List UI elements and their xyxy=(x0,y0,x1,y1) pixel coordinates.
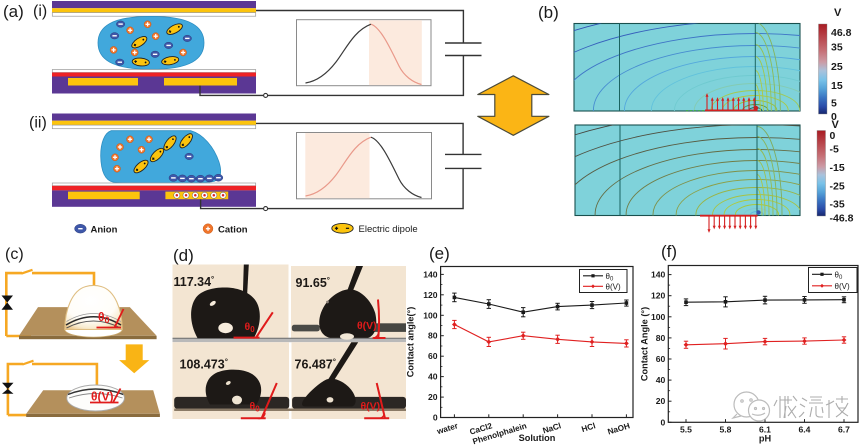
svg-text:Cation: Cation xyxy=(218,224,248,235)
svg-text:0: 0 xyxy=(661,417,666,427)
svg-text:NaOH: NaOH xyxy=(607,421,631,436)
svg-text:20: 20 xyxy=(428,392,438,402)
svg-text:0: 0 xyxy=(831,111,837,123)
svg-text:117.34°: 117.34° xyxy=(174,275,215,289)
svg-text:HCl: HCl xyxy=(580,421,596,434)
svg-text:91.65°: 91.65° xyxy=(296,276,330,290)
svg-text:80: 80 xyxy=(656,333,666,343)
svg-text:80: 80 xyxy=(428,331,438,341)
svg-text:5: 5 xyxy=(831,98,837,110)
svg-text:water: water xyxy=(435,421,460,436)
svg-text:0: 0 xyxy=(830,130,836,142)
svg-text:θ(V): θ(V) xyxy=(606,283,621,292)
svg-text:pH: pH xyxy=(759,434,772,444)
svg-text:Solution: Solution xyxy=(519,433,556,443)
svg-text:-35: -35 xyxy=(830,199,845,211)
svg-text:(c): (c) xyxy=(5,246,24,263)
svg-text:θ(V): θ(V) xyxy=(835,282,850,291)
svg-text:(f): (f) xyxy=(661,242,677,261)
svg-text:θ0: θ0 xyxy=(245,321,256,334)
svg-text:θ0: θ0 xyxy=(606,272,614,283)
svg-text:(d): (d) xyxy=(173,246,194,265)
svg-text:108.473°: 108.473° xyxy=(180,358,228,372)
svg-text:θ0: θ0 xyxy=(250,401,261,414)
svg-text:Contact angle(°): Contact angle(°) xyxy=(406,307,416,378)
svg-text:-15: -15 xyxy=(830,162,845,174)
svg-text:θ0: θ0 xyxy=(835,271,843,282)
svg-text:25: 25 xyxy=(831,61,843,73)
svg-text:76.487°: 76.487° xyxy=(295,358,336,372)
svg-text:140: 140 xyxy=(423,269,438,279)
svg-text:5.8: 5.8 xyxy=(720,424,732,434)
svg-text:θ(V): θ(V) xyxy=(361,401,381,413)
svg-text:6.7: 6.7 xyxy=(838,424,850,434)
svg-text:100: 100 xyxy=(651,312,666,322)
svg-text:140: 140 xyxy=(651,270,666,280)
svg-text:6.1: 6.1 xyxy=(759,424,771,434)
svg-text:60: 60 xyxy=(428,351,438,361)
svg-text:35: 35 xyxy=(831,42,843,54)
svg-text:60: 60 xyxy=(656,354,666,364)
svg-text:V: V xyxy=(834,7,842,19)
svg-text:40: 40 xyxy=(428,372,438,382)
svg-text:6.4: 6.4 xyxy=(799,424,811,434)
svg-text:(b): (b) xyxy=(538,3,559,22)
svg-text:5.5: 5.5 xyxy=(680,424,692,434)
svg-text:-5: -5 xyxy=(830,144,839,156)
svg-text:(e): (e) xyxy=(429,244,450,263)
svg-text:(i): (i) xyxy=(33,3,47,20)
svg-text:120: 120 xyxy=(651,291,666,301)
svg-text:(ii): (ii) xyxy=(29,115,47,132)
svg-text:V: V xyxy=(832,119,840,131)
svg-text:20: 20 xyxy=(656,396,666,406)
svg-text:120: 120 xyxy=(423,290,438,300)
svg-text:-46.8: -46.8 xyxy=(830,213,854,225)
svg-text:46.8: 46.8 xyxy=(831,27,852,39)
svg-text:40: 40 xyxy=(656,375,666,385)
svg-text:-25: -25 xyxy=(830,181,845,193)
svg-text:θ(V): θ(V) xyxy=(91,390,113,404)
svg-text:100: 100 xyxy=(423,310,438,320)
svg-text:15: 15 xyxy=(831,80,843,92)
svg-text:Contact Angle (°): Contact Angle (°) xyxy=(640,307,650,381)
svg-text:θ0: θ0 xyxy=(98,310,110,325)
svg-text:Anion: Anion xyxy=(91,224,118,235)
svg-text:θ(V): θ(V) xyxy=(357,320,377,332)
svg-text:(a): (a) xyxy=(3,2,24,21)
svg-text:0: 0 xyxy=(433,413,438,423)
svg-text:Electric dipole: Electric dipole xyxy=(359,224,418,235)
